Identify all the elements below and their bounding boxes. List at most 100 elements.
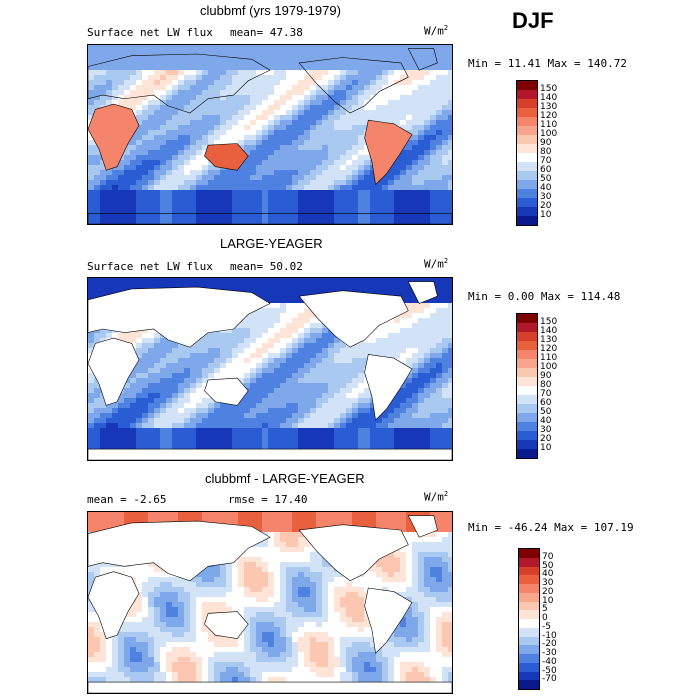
colorbar-swatch (517, 395, 537, 404)
panel-3-units: W/m2 (424, 490, 449, 504)
colorbar-swatch (517, 332, 537, 341)
colorbar-tick-label: 110 (540, 120, 558, 130)
continent-outline (298, 57, 409, 114)
colorbar-tick-label: 80 (540, 380, 552, 390)
colorbar-tick-label: 120 (540, 344, 558, 354)
colorbar-tick-label: 90 (540, 371, 552, 381)
colorbar-swatch (519, 557, 539, 567)
colorbar-tick-label: 70 (542, 551, 554, 562)
colorbar-tick-label: 130 (540, 335, 558, 345)
colorbar-swatch (519, 601, 539, 611)
colorbar-tick-label: 10 (540, 210, 552, 220)
colorbar-tick-label: 150 (540, 84, 558, 94)
colorbar-tick-label: 40 (540, 416, 552, 426)
continent-outline (88, 681, 452, 693)
colorbar-tick-label: 120 (540, 111, 558, 121)
colorbar-tick-label: 40 (540, 183, 552, 193)
colorbar-tick-label: -20 (542, 639, 557, 650)
colorbar-tick-label: 20 (542, 586, 554, 597)
colorbar-tick-label: -5 (542, 621, 551, 632)
colorbar-swatch (517, 189, 537, 198)
colorbar-swatch (519, 575, 539, 584)
colorbar-swatch (517, 368, 537, 377)
colorbar-swatch (517, 126, 537, 135)
panel-3-mean: mean = -2.65 (87, 493, 167, 506)
colorbar-swatch (517, 90, 537, 99)
colorbar-tick-label: 80 (540, 147, 552, 157)
colorbar-swatch (517, 171, 537, 180)
panel-3-map (87, 511, 453, 694)
colorbar-tick-label: 10 (540, 443, 552, 453)
continent-outline (88, 213, 452, 224)
colorbar-swatch (519, 636, 539, 646)
panel-2-map (87, 277, 453, 461)
continent-outline (204, 143, 249, 171)
colorbar-swatch (517, 413, 537, 422)
continent-outline (407, 515, 438, 538)
continent-outline (88, 448, 452, 460)
panel-2-minmax: Min = 0.00 Max = 114.48 (468, 290, 621, 303)
colorbar-swatch (519, 654, 539, 663)
colorbar-swatch (517, 350, 537, 359)
colorbar-swatch (517, 449, 537, 458)
colorbar-swatch (519, 549, 539, 558)
colorbar-swatch (517, 431, 537, 440)
colorbar-swatch (519, 619, 539, 628)
colorbar-tick-label: 150 (540, 317, 558, 327)
panel-1-minmax: Min = 11.41 Max = 140.72 (468, 57, 627, 70)
colorbar-swatch (517, 99, 537, 108)
panel-1-units: W/m2 (424, 24, 449, 38)
colorbar-tick-label: 60 (540, 398, 552, 408)
colorbar-swatch (517, 404, 537, 413)
panel-2-variable-label: Surface net LW flux (87, 260, 213, 273)
colorbar-swatch (517, 323, 537, 332)
panel-3-rmse: rmse = 17.40 (228, 493, 308, 506)
colorbar-swatch (517, 144, 537, 153)
season-label: DJF (512, 8, 554, 33)
colorbar-tick-label: 50 (540, 407, 552, 417)
colorbar-swatch (517, 422, 537, 431)
colorbar-tick-label: 70 (540, 156, 552, 166)
colorbar-tick-label: -50 (542, 665, 557, 676)
colorbar-swatch (519, 680, 539, 689)
colorbar-tick-label: -70 (542, 674, 557, 685)
colorbar-tick-label: 5 (542, 604, 548, 615)
panel-1-mean: mean= 47.38 (230, 26, 303, 39)
colorbar-tick-label: 130 (540, 102, 558, 112)
colorbar-swatch (519, 610, 539, 619)
colorbar-tick-label: -10 (542, 630, 557, 641)
panel-2-mean: mean= 50.02 (230, 260, 303, 273)
colorbar-swatch (519, 662, 539, 672)
continent-outline (204, 611, 249, 640)
panel-1-colorbar (516, 80, 538, 226)
continent-outline (88, 53, 271, 114)
colorbar-tick-label: 40 (542, 569, 554, 580)
continent-outline (364, 587, 413, 654)
colorbar-tick-label: -30 (542, 648, 557, 658)
panel-1-map (87, 44, 453, 225)
colorbar-swatch (519, 566, 539, 576)
colorbar-tick-label: 50 (542, 560, 554, 571)
colorbar-swatch (519, 584, 539, 593)
continent-outline (88, 337, 140, 406)
panel-3-minmax: Min = -46.24 Max = 107.19 (468, 521, 634, 534)
continent-outline (88, 103, 140, 171)
colorbar-tick-label: 20 (540, 434, 552, 444)
colorbar-swatch (519, 645, 539, 654)
colorbar-swatch (517, 198, 537, 207)
continent-outline (204, 377, 249, 406)
colorbar-swatch (517, 377, 537, 386)
continent-outline (364, 119, 413, 186)
colorbar-swatch (517, 216, 537, 225)
colorbar-swatch (517, 341, 537, 350)
continent-outline (298, 290, 409, 348)
panel-3-title: clubbmf - LARGE-YEAGER (205, 471, 365, 486)
colorbar-tick-label: 110 (540, 353, 558, 363)
colorbar-tick-label: 100 (540, 129, 558, 139)
colorbar-swatch (517, 440, 537, 449)
continent-outline (298, 524, 409, 582)
colorbar-swatch (517, 117, 537, 126)
colorbar-swatch (517, 162, 537, 171)
panel-1-variable-label: Surface net LW flux (87, 26, 213, 39)
colorbar-tick-label: 30 (540, 192, 552, 202)
